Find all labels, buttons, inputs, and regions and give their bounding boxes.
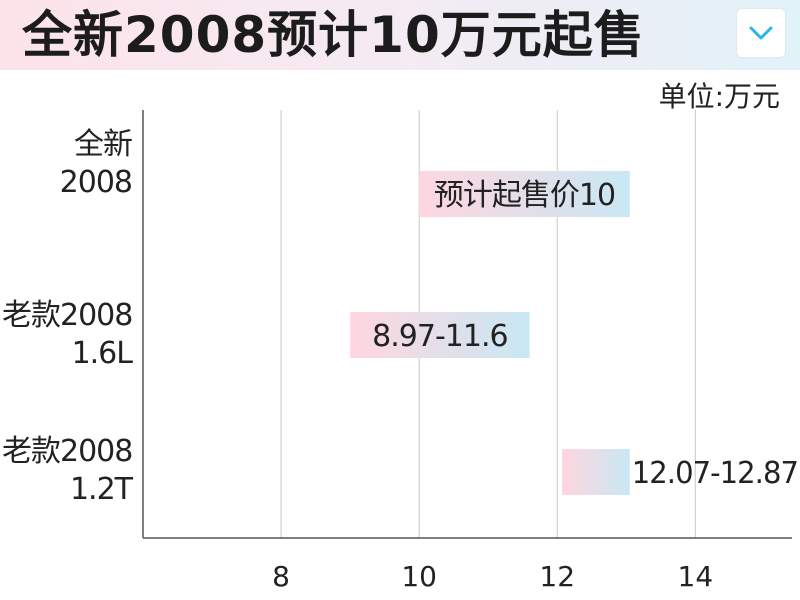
category-label-3-line-1: 老款2008	[2, 434, 133, 469]
category-label-3-line-2: 1.2T	[69, 472, 133, 507]
range-bar	[562, 449, 630, 495]
category-label-3: 老款2008 1.2T	[2, 433, 133, 509]
chevron-down-icon	[749, 26, 773, 40]
category-label-1-line-1: 全新	[74, 127, 133, 162]
data-label: 12.07-12.87	[632, 456, 798, 491]
x-tick-label: 10	[401, 560, 437, 593]
dropdown-button[interactable]	[737, 9, 785, 57]
page-title: 全新2008预计10万元起售	[22, 6, 645, 64]
category-label-1: 全新 2008	[2, 126, 133, 202]
x-tick-label: 14	[678, 560, 714, 593]
x-tick-label: 12	[539, 560, 575, 593]
data-label: 预计起售价10	[434, 178, 615, 213]
header-banner: 全新2008预计10万元起售	[0, 0, 800, 70]
x-tick-label: 8	[272, 560, 290, 593]
category-label-1-line-2: 2008	[59, 165, 133, 200]
unit-label: 单位:万元	[658, 80, 780, 113]
data-label: 8.97-11.6	[372, 319, 507, 354]
category-label-2-line-2: 1.6L	[71, 336, 133, 371]
category-label-2-line-1: 老款2008	[2, 298, 133, 333]
range-bar	[419, 171, 630, 217]
range-bar	[350, 312, 530, 358]
category-label-2: 老款2008 1.6L	[2, 297, 133, 373]
